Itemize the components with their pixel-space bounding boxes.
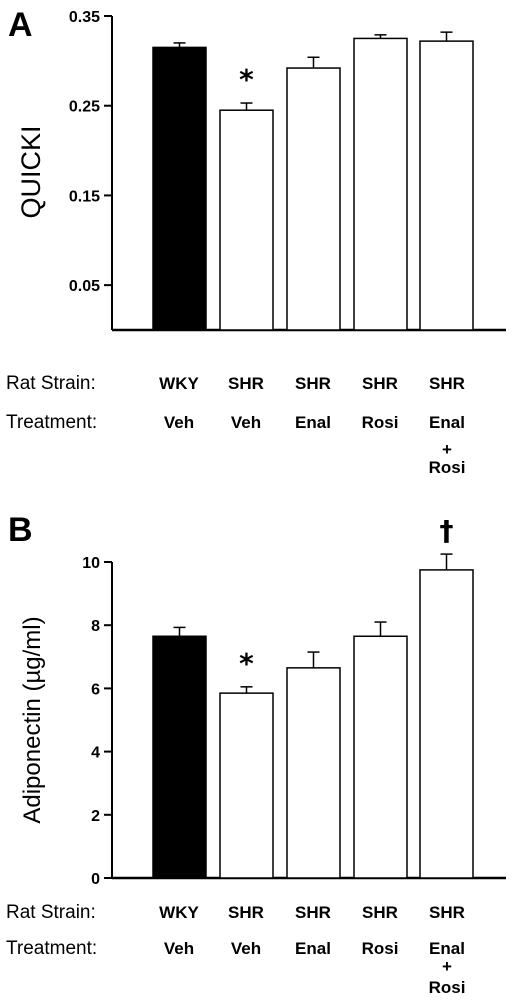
bar (286, 667, 341, 879)
treatment-tick-label: Enal (429, 413, 465, 432)
y-axis-label: QUICKI (16, 125, 46, 218)
y-tick-label: 6 (91, 681, 100, 698)
y-tick-label: 0.15 (69, 188, 100, 205)
strain-tick-label: SHR (362, 903, 398, 922)
strain-tick-label: SHR (295, 903, 331, 922)
treatment-tick-label: Veh (164, 939, 194, 958)
rat-strain-label: Rat Strain: (6, 373, 96, 394)
bar (353, 37, 408, 331)
bar (219, 109, 274, 331)
treatment-label: Treatment: (6, 938, 97, 959)
treatment-tick-label: Veh (231, 413, 261, 432)
y-tick-label: 0 (91, 871, 100, 888)
significance-mark: † (440, 514, 454, 547)
treatment-extra-label: Rosi (429, 458, 466, 477)
strain-tick-label: SHR (429, 903, 465, 922)
significance-mark: * (239, 647, 254, 680)
bar (286, 67, 341, 331)
strain-tick-label: SHR (362, 374, 398, 393)
y-tick-label: 0.35 (69, 9, 100, 26)
y-tick-label: 8 (91, 618, 100, 635)
treatment-tick-label: Enal (295, 939, 331, 958)
bar (219, 692, 274, 879)
treatment-plus-label: + (442, 440, 452, 459)
bar (353, 635, 408, 879)
panel-letter: A (8, 6, 33, 44)
strain-tick-label: SHR (228, 374, 264, 393)
treatment-tick-label: Veh (164, 413, 194, 432)
treatment-label: Treatment: (6, 412, 97, 433)
bar (152, 46, 207, 331)
y-tick-label: 0.05 (69, 278, 100, 295)
y-tick-label: 10 (82, 555, 100, 572)
treatment-tick-label: Enal (295, 413, 331, 432)
y-tick-label: 4 (91, 745, 100, 762)
bar (419, 569, 474, 879)
y-tick-label: 2 (91, 808, 100, 825)
treatment-tick-label: Rosi (362, 939, 399, 958)
rat-strain-label: Rat Strain: (6, 902, 96, 923)
y-axis-label: Adiponectin (µg/ml) (19, 616, 46, 823)
significance-mark: * (239, 63, 254, 96)
treatment-tick-label: Veh (231, 939, 261, 958)
bar (419, 40, 474, 331)
treatment-plus-label: + (442, 957, 452, 976)
strain-tick-label: WKY (159, 374, 199, 393)
strain-tick-label: WKY (159, 903, 199, 922)
strain-tick-label: SHR (429, 374, 465, 393)
strain-tick-label: SHR (295, 374, 331, 393)
treatment-tick-label: Rosi (362, 413, 399, 432)
panel-letter: B (8, 511, 33, 549)
treatment-extra-label: Rosi (429, 978, 466, 997)
strain-tick-label: SHR (228, 903, 264, 922)
treatment-tick-label: Enal (429, 939, 465, 958)
y-tick-label: 0.25 (69, 99, 100, 116)
bar (152, 635, 207, 879)
